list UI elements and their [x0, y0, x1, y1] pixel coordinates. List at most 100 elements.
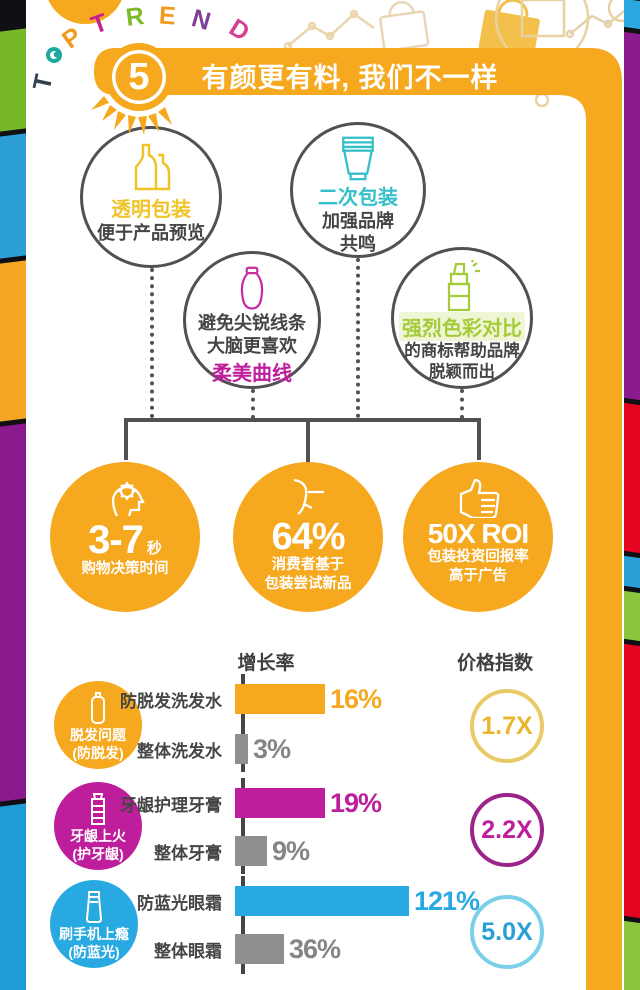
category-label: (防蓝光) — [68, 943, 120, 960]
category-label: (防脱发) — [72, 744, 124, 761]
shopping-bag-solid-icon — [478, 0, 540, 59]
head-gear-icon — [111, 482, 145, 517]
price-index-circle: 5.0X — [470, 895, 544, 969]
bar-value: 36% — [289, 933, 341, 964]
feature-circle-color-contrast: 强烈色彩对比 的商标帮助品牌 脱颖而出 — [391, 247, 533, 389]
feature-title: 柔美曲线 — [212, 363, 292, 385]
stat-desc: 包装投资回报率 — [427, 549, 529, 565]
trend-number: 5 — [128, 56, 150, 98]
bar — [235, 788, 325, 818]
bar-row: 整体洗发水 3% — [40, 734, 630, 764]
feature-desc: 脱颖而出 — [429, 362, 495, 381]
category-circle-blue-light: 刷手机上瘾 (防蓝光) — [50, 880, 138, 968]
bar-value: 121% — [414, 885, 480, 916]
border-patch — [624, 31, 640, 401]
feature-desc: 加强品牌 — [322, 211, 394, 231]
border-patch — [624, 643, 640, 919]
stat-value: 3-7 — [88, 518, 144, 562]
badge-inner-disc — [115, 53, 163, 101]
left-color-border — [0, 0, 26, 990]
bar — [235, 886, 409, 916]
stat-circle-roi: 50X ROI 包装投资回报率 高于广告 — [403, 462, 553, 612]
feature-desc: 大脑更喜欢 — [207, 335, 297, 356]
feature-desc: 的商标帮助品牌 — [404, 342, 520, 360]
badge-letter: R — [124, 2, 146, 33]
toothpaste-icon — [91, 793, 105, 825]
bar-row: 整体牙膏 9% — [40, 836, 630, 866]
shopping-bag-outline-icon — [379, 1, 430, 52]
axis-line — [241, 778, 245, 874]
bar — [235, 684, 325, 714]
bracket-stub — [477, 418, 481, 460]
feature-desc: 避免尖锐线条 — [198, 313, 306, 333]
stat-desc: 包装尝试新品 — [264, 575, 352, 592]
bar-value: 16% — [330, 683, 382, 714]
feature-desc: 共鸣 — [340, 233, 376, 254]
bar-label: 整体牙膏 — [154, 843, 222, 863]
page-title: 有颜更有料, 我们不一样 — [201, 63, 499, 93]
stat-circle-decision-time: 3-7 秒 购物决策时间 — [50, 462, 200, 612]
stat-desc: 购物决策时间 — [81, 561, 169, 577]
dotted-connector — [251, 389, 255, 419]
feature-title: 二次包装 — [318, 187, 398, 209]
stat-unit: 秒 — [146, 540, 162, 557]
thumbs-up-icon — [459, 478, 500, 518]
bottles-icon — [134, 143, 171, 191]
feature-circle-soft-curves: 避免尖锐线条 大脑更喜欢 柔美曲线 — [183, 251, 321, 389]
price-index-header: 价格指数 — [456, 653, 533, 674]
badge-letter: E — [158, 1, 177, 31]
bottle-icon — [91, 692, 105, 724]
category-label: 刷手机上瘾 — [59, 926, 129, 942]
line-chart-decoration — [565, 7, 629, 39]
right-color-border — [624, 0, 640, 990]
bracket-stub — [306, 418, 310, 464]
border-patch — [624, 590, 640, 642]
bracket-stub — [124, 418, 128, 460]
bar — [235, 836, 267, 866]
stat-value-row: 64% — [271, 518, 345, 556]
border-patch — [624, 402, 640, 554]
spray-bottle-icon — [447, 260, 480, 312]
top-trend-badge — [91, 43, 173, 135]
stat-desc: 消费者基于 — [271, 557, 345, 573]
category-label: 牙龈上火 — [70, 828, 126, 844]
category-label: 脱发问题 — [70, 727, 126, 743]
border-patch — [0, 132, 26, 260]
tube-icon — [342, 136, 374, 181]
border-patch — [0, 802, 26, 990]
stat-circle-consumers-try: 64% 消费者基于 包装尝试新品 — [233, 462, 383, 612]
bar-row: 防脱发洗发水 16% — [40, 684, 630, 714]
bar-row: 牙龈护理牙膏 19% — [40, 788, 630, 818]
border-patch — [0, 27, 26, 133]
price-index-circle: 1.7X — [470, 689, 544, 763]
border-patch — [624, 920, 640, 990]
category-circle-hair-loss: 脱发问题 (防脱发) — [54, 681, 142, 769]
border-patch — [624, 555, 640, 589]
feature-circle-secondary-packaging: 二次包装 加强品牌 共鸣 — [290, 122, 426, 258]
bar-label: 防蓝光眼霜 — [137, 893, 222, 913]
bar-row: 整体眼霜 36% — [40, 934, 630, 964]
category-label: (护牙龈) — [72, 845, 124, 862]
border-patch — [624, 0, 640, 30]
bar — [235, 934, 284, 964]
cream-tube-icon — [85, 891, 103, 923]
curvy-bottle-icon — [240, 266, 264, 310]
price-index-circle: 2.2X — [470, 793, 544, 867]
bar — [235, 734, 248, 764]
bar-label: 整体眼霜 — [154, 941, 222, 961]
bar-label: 牙龈护理牙膏 — [120, 795, 222, 815]
sun-rays — [91, 96, 172, 135]
feature-title: 透明包装 — [111, 199, 191, 221]
dotted-connector — [460, 389, 464, 419]
bar-row: 防蓝光眼霜 121% — [40, 886, 630, 916]
dotted-connector — [150, 268, 154, 418]
bar-value: 19% — [330, 787, 382, 818]
dotted-connector — [356, 258, 360, 418]
bracket-line — [124, 418, 481, 422]
growth-rate-header: 增长率 — [237, 653, 295, 674]
axis-line — [241, 674, 245, 772]
feature-desc: 便于产品预览 — [97, 223, 205, 243]
stat-value-row: 3-7 秒 — [88, 520, 162, 560]
bar-label: 整体洗发水 — [137, 741, 222, 761]
